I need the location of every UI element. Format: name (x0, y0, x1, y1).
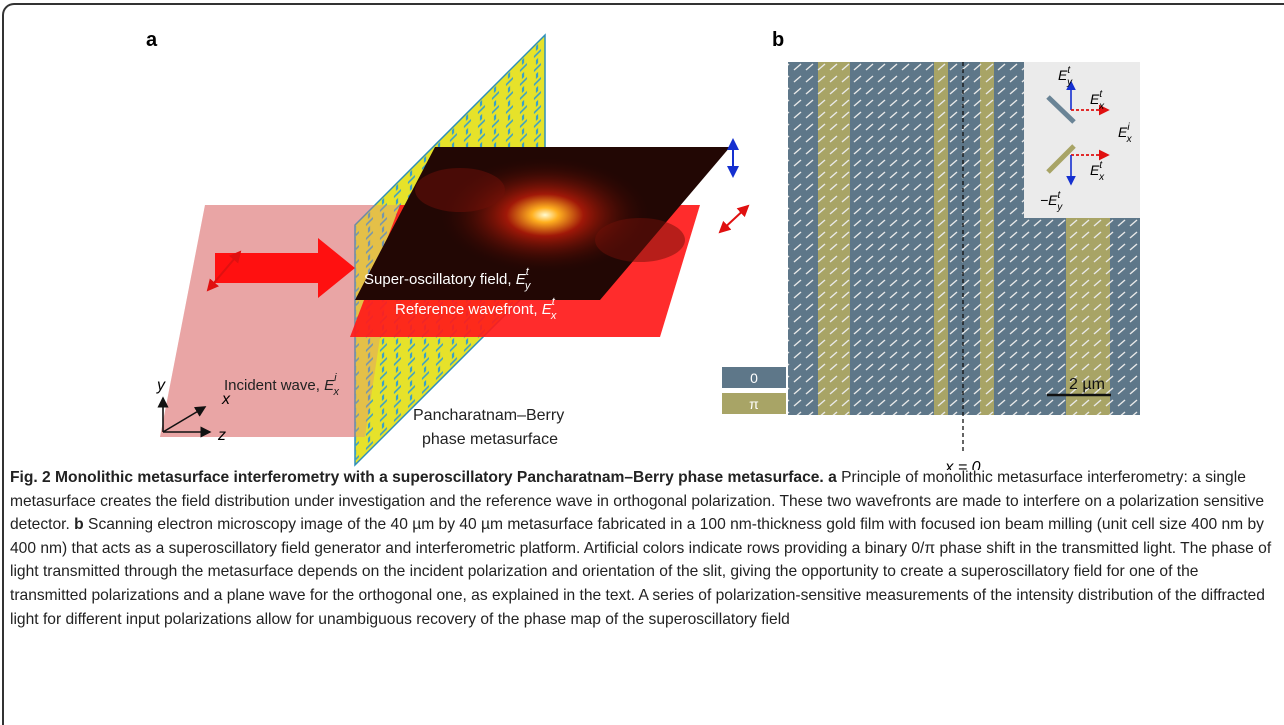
panel-label: a (146, 29, 158, 51)
polarization-arrow (720, 206, 748, 232)
subscript: y (1056, 202, 1063, 213)
metasurface-label: Pancharatnam–Berry (413, 407, 564, 424)
axis-label: y (156, 377, 166, 394)
subscript: x (1098, 172, 1105, 183)
axis-label: z (217, 427, 226, 444)
caption: Fig. 2 Monolithic metasurface interferom… (10, 466, 1276, 631)
label-text: Incident wave, (224, 377, 324, 394)
subscript: x (1098, 101, 1105, 112)
metasurface-label: phase metasurface (422, 431, 558, 448)
caption-panel-label: b (74, 516, 84, 533)
legend-label: π (749, 396, 759, 412)
symbol: −E (1040, 192, 1058, 208)
caption-text: Scanning electron microscopy image of th… (10, 516, 1271, 627)
caption-title: Fig. 2 Monolithic metasurface interferom… (10, 469, 824, 486)
caption-panel-label: a (828, 469, 837, 486)
label-text: Super-oscillatory field, (364, 271, 516, 288)
scale-bar-label: 2 µm (1069, 376, 1105, 393)
legend-label: 0 (750, 370, 758, 386)
subscript: y (1066, 77, 1073, 88)
subscript: x (550, 310, 557, 322)
page: a Super-oscillatory field, Ety Incident … (0, 0, 1284, 725)
subscript: x (1126, 134, 1133, 145)
axis-label: x (221, 391, 231, 408)
label-text: Reference wavefront, (395, 301, 542, 318)
field-lobe (415, 168, 505, 212)
subscript: x (333, 386, 340, 398)
panel-label: b (772, 29, 784, 51)
field-lobe (595, 218, 685, 262)
